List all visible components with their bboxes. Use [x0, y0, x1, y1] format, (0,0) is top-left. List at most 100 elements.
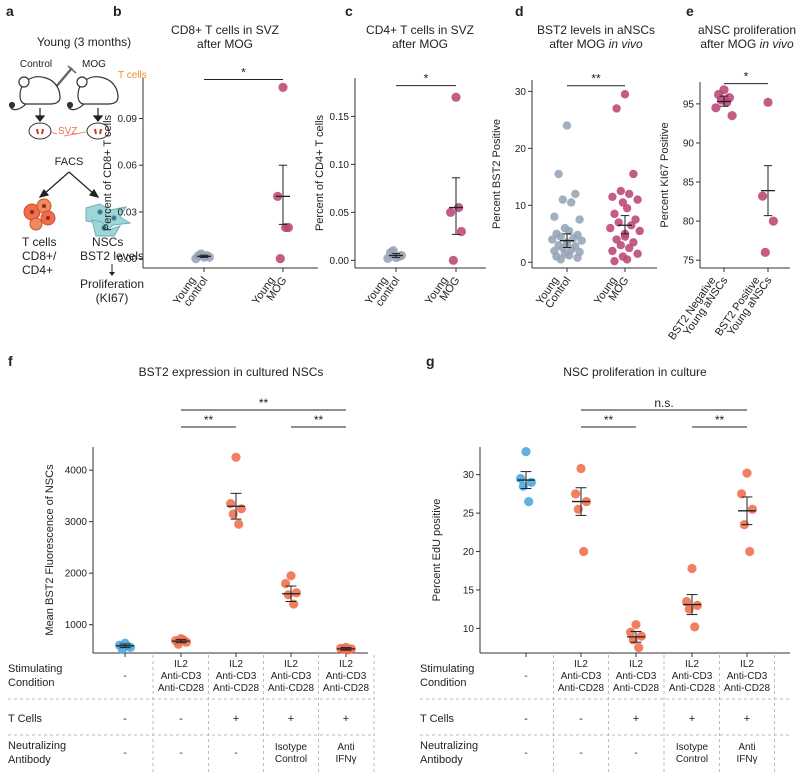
antibody-cell: Isotype	[275, 742, 308, 753]
y-tick-label: 90	[683, 138, 695, 149]
significance-label: **	[259, 396, 269, 410]
tcells-injection-label: T cells	[118, 70, 147, 81]
condition-row-label: Neutralizing	[420, 740, 478, 752]
antibody-cell: -	[234, 748, 237, 759]
stimulating-condition-cell: Anti-CD3	[727, 671, 768, 682]
y-tick-label: 0.15	[330, 112, 350, 123]
antibody-cell: Isotype	[676, 742, 709, 753]
panel-label-e: e	[686, 3, 694, 19]
data-point	[622, 203, 632, 213]
data-point	[687, 563, 697, 574]
data-point	[448, 255, 458, 265]
chart-title: NSC proliferation in culture	[563, 365, 707, 379]
condition-row-label: Neutralizing	[8, 740, 66, 752]
right-output-text: NSCs BST2 levels	[80, 235, 144, 263]
antibody-cell: -	[579, 748, 582, 759]
significance-label: *	[424, 72, 429, 86]
data-point	[524, 496, 534, 507]
data-point	[289, 599, 299, 609]
panel-label-g: g	[426, 353, 435, 369]
data-point	[692, 600, 703, 610]
data-point	[682, 596, 692, 607]
stimulating-condition-cell: Anti-CD28	[724, 683, 771, 694]
stimulating-condition-cell: IL2	[284, 659, 298, 670]
control-label: Control	[20, 59, 52, 70]
y-tick-label: 20	[515, 144, 527, 155]
data-point	[516, 473, 526, 484]
condition-row-label: T Cells	[420, 713, 455, 725]
stimulating-condition-cell: Anti-CD28	[669, 683, 716, 694]
y-axis-label: Percent KI67 Positive	[659, 122, 671, 227]
y-tick-label: 0.03	[118, 207, 138, 218]
mog-label: MOG	[82, 59, 106, 70]
stimulating-condition-cell: Anti-CD3	[216, 671, 257, 682]
data-point	[281, 578, 291, 589]
data-point	[579, 546, 589, 557]
panel-label-b: b	[113, 3, 122, 19]
svg-text:NSCs: NSCs	[92, 235, 123, 249]
stimulating-condition-cell: -	[123, 671, 126, 682]
stimulating-condition-cell: Anti-CD28	[323, 683, 370, 694]
y-tick-label: 0.05	[330, 208, 350, 219]
panel-a: a Young (3 months) Control MOG T cells	[6, 3, 147, 305]
data-point	[456, 226, 466, 237]
chart-title: after MOG in vivo	[549, 37, 643, 51]
data-point	[760, 247, 770, 257]
left-output-text: T cells CD8+/ CD4+	[22, 235, 57, 277]
y-tick-label: 85	[683, 178, 695, 189]
panel-a-title: Young (3 months)	[37, 35, 131, 49]
data-point	[228, 509, 238, 519]
panel-label-f: f	[8, 353, 13, 369]
y-tick-label: 95	[683, 99, 695, 110]
data-point	[283, 590, 293, 600]
data-point	[763, 97, 773, 107]
data-point	[634, 643, 644, 653]
data-point	[768, 216, 779, 226]
data-point	[558, 195, 567, 204]
chart-title: after MOG	[197, 37, 253, 51]
y-tick-label: 80	[683, 217, 695, 228]
data-point	[281, 222, 291, 233]
data-point	[690, 622, 700, 632]
y-tick-label: 75	[683, 256, 695, 267]
data-point	[562, 121, 572, 130]
data-point	[571, 189, 580, 199]
data-point	[451, 92, 461, 102]
y-tick-label: 0.00	[118, 254, 138, 265]
y-axis-label: Percent BST2 Positive	[491, 119, 503, 229]
tcells-cell: +	[633, 713, 639, 725]
data-point	[635, 226, 644, 236]
antibody-cell: -	[634, 748, 637, 759]
data-point	[576, 463, 586, 474]
down-arrows	[34, 108, 104, 122]
y-tick-label: 2000	[65, 569, 88, 580]
condition-row-label: Antibody	[8, 754, 51, 766]
svg-text:(KI67): (KI67)	[96, 291, 129, 305]
significance-label: **	[715, 413, 725, 427]
data-point	[633, 249, 642, 258]
stimulating-condition-cell: IL2	[629, 659, 643, 670]
data-point	[518, 481, 528, 491]
condition-row-label: Stimulating	[420, 663, 474, 675]
y-tick-label: 3000	[65, 517, 88, 528]
svg-text:CD4+: CD4+	[22, 263, 53, 277]
stimulating-condition-cell: Anti-CD3	[326, 671, 367, 682]
data-point	[711, 103, 721, 113]
y-tick-label: 0.10	[330, 160, 350, 171]
y-axis-label: Percent of CD8+ T cells	[102, 114, 114, 231]
y-tick-label: 30	[463, 470, 475, 481]
data-point	[610, 256, 619, 266]
data-point	[556, 232, 565, 241]
condition-table-f: Stimulating Condition T Cells Neutralizing A…	[8, 655, 375, 772]
data-point	[633, 195, 642, 204]
data-point	[616, 186, 625, 196]
tcells-cell: +	[689, 713, 695, 725]
antibody-cell: -	[524, 748, 527, 759]
chart-title: CD8+ T cells in SVZ	[171, 23, 279, 37]
nsc-cluster-icon	[85, 203, 132, 237]
tcells-cell: -	[179, 713, 183, 725]
data-point	[758, 191, 768, 201]
data-point	[620, 232, 630, 241]
